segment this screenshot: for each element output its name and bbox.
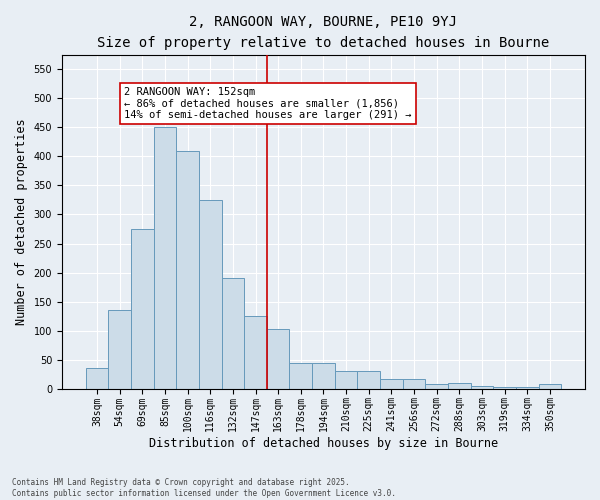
Bar xyxy=(425,384,448,388)
Text: 2 RANGOON WAY: 152sqm
← 86% of detached houses are smaller (1,856)
14% of semi-d: 2 RANGOON WAY: 152sqm ← 86% of detached … xyxy=(124,87,412,120)
Bar xyxy=(358,371,380,388)
Bar xyxy=(109,310,131,388)
Text: Contains HM Land Registry data © Crown copyright and database right 2025.
Contai: Contains HM Land Registry data © Crown c… xyxy=(12,478,396,498)
Bar xyxy=(221,278,244,388)
Bar xyxy=(335,371,358,388)
Bar xyxy=(380,380,403,388)
X-axis label: Distribution of detached houses by size in Bourne: Distribution of detached houses by size … xyxy=(149,437,498,450)
Bar xyxy=(516,387,539,388)
Y-axis label: Number of detached properties: Number of detached properties xyxy=(15,118,28,325)
Bar xyxy=(493,387,516,388)
Bar xyxy=(539,384,561,388)
Bar xyxy=(448,383,470,388)
Bar xyxy=(199,200,221,388)
Title: 2, RANGOON WAY, BOURNE, PE10 9YJ
Size of property relative to detached houses in: 2, RANGOON WAY, BOURNE, PE10 9YJ Size of… xyxy=(97,15,550,50)
Bar xyxy=(131,229,154,388)
Bar xyxy=(289,363,312,388)
Bar xyxy=(244,316,267,388)
Bar xyxy=(86,368,109,388)
Bar xyxy=(470,386,493,388)
Bar xyxy=(176,150,199,388)
Bar xyxy=(154,128,176,388)
Bar xyxy=(267,330,289,388)
Bar xyxy=(312,363,335,388)
Bar xyxy=(403,380,425,388)
